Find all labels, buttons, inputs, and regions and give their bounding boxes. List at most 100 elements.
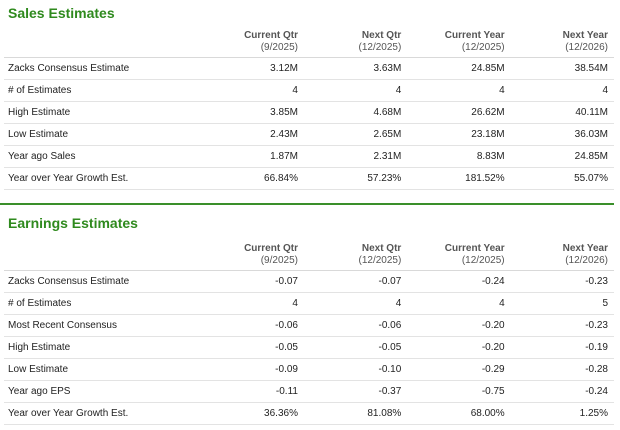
column-header: Next Year (12/2026) xyxy=(510,241,614,271)
table-cell: 38.54M xyxy=(510,57,614,80)
column-header-period: Current Year xyxy=(444,30,505,41)
row-label: Year ago Sales xyxy=(4,145,201,168)
table-cell: -0.29 xyxy=(407,358,511,381)
column-header-period: Next Qtr xyxy=(361,243,402,254)
row-label: # of Estimates xyxy=(4,292,201,315)
column-header-period: Next Qtr xyxy=(361,30,402,41)
row-label: Year over Year Growth Est. xyxy=(4,167,201,190)
table-cell: 55.07% xyxy=(510,167,614,190)
column-header: Current Year (12/2025) xyxy=(407,241,511,271)
table-row: Year over Year Growth Est. 36.36% 81.08% 68… xyxy=(4,402,614,425)
row-label: High Estimate xyxy=(4,336,201,359)
table-cell: 8.83M xyxy=(407,145,511,168)
row-label: Zacks Consensus Estimate xyxy=(4,270,201,293)
table-cell: -0.19 xyxy=(510,336,614,359)
table-row: Low Estimate 2.43M 2.65M 23.18M 36.03M xyxy=(4,123,614,146)
table-cell: -0.06 xyxy=(303,314,408,337)
table-cell: 2.31M xyxy=(303,145,408,168)
column-header: Next Qtr (12/2025) xyxy=(303,28,408,58)
column-header-period: Current Qtr xyxy=(244,243,298,254)
column-header-period: Next Year xyxy=(562,243,608,254)
row-label-header xyxy=(4,28,201,58)
table-cell: 2.65M xyxy=(303,123,408,146)
row-label: Low Estimate xyxy=(4,358,201,381)
table-row: Zacks Consensus Estimate -0.07 -0.07 -0.24-… xyxy=(4,270,614,293)
table-cell: 4 xyxy=(303,79,408,102)
table-row: Zacks Consensus Estimate 3.12M 3.63M 24.85M… xyxy=(4,57,614,80)
table-cell: -0.07 xyxy=(200,270,304,293)
table-cell: -0.09 xyxy=(200,358,304,381)
table-header-row: Current Qtr (9/2025) Next Qtr (12/2025) Cu… xyxy=(4,28,614,58)
table-cell: -0.06 xyxy=(200,314,304,337)
section-divider xyxy=(0,203,614,205)
table-cell: 36.36% xyxy=(200,402,304,425)
column-header: Current Qtr (9/2025) xyxy=(200,241,304,271)
table-row: Most Recent Consensus -0.06 -0.06 -0.20 -0.2… xyxy=(4,314,614,337)
table-cell: -0.24 xyxy=(510,380,614,403)
table-cell: -0.24 xyxy=(407,270,511,293)
table-cell: 4 xyxy=(510,79,614,102)
table-row: Year ago Sales 1.87M 2.31M 8.83M 24.85M xyxy=(4,145,614,168)
table-row: High Estimate 3.85M 4.68M 26.62M 40.11M xyxy=(4,101,614,124)
column-header-date: (12/2025) xyxy=(461,255,505,266)
column-header-date: (9/2025) xyxy=(260,42,298,53)
table-cell: 4 xyxy=(200,292,304,315)
table-cell: 2.43M xyxy=(200,123,304,146)
table-cell: 40.11M xyxy=(510,101,614,124)
table-row: Year over Year Growth Est. 66.84% 57.23% 18… xyxy=(4,167,614,190)
table-cell: 4 xyxy=(407,79,511,102)
table-cell: 1.87M xyxy=(200,145,304,168)
column-header: Current Qtr (9/2025) xyxy=(200,28,304,58)
row-label: High Estimate xyxy=(4,101,201,124)
table-cell: -0.05 xyxy=(200,336,304,359)
column-header-period: Next Year xyxy=(562,30,608,41)
table-cell: 1.25% xyxy=(510,402,614,425)
table-cell: -0.10 xyxy=(303,358,408,381)
table-cell: -0.37 xyxy=(303,380,408,403)
column-header-date: (9/2025) xyxy=(260,255,298,266)
column-header-date: (12/2025) xyxy=(461,42,505,53)
column-header-date: (12/2026) xyxy=(565,42,608,53)
table-row: Year ago EPS -0.11 -0.37 -0.75 -0.24 xyxy=(4,380,614,403)
table-cell: 4 xyxy=(200,79,304,102)
table-row: # of Estimates 4 4 4 4 xyxy=(4,79,614,102)
table-cell: -0.23 xyxy=(510,314,614,337)
column-header: Next Qtr (12/2025) xyxy=(303,241,408,271)
earnings-estimates-table: Current Qtr (9/2025) Next Qtr (12/2025) Cu… xyxy=(4,241,614,425)
table-row: High Estimate -0.05 -0.05 -0.20 -0.19 xyxy=(4,336,614,359)
column-header-date: (12/2026) xyxy=(565,255,608,266)
table-cell: -0.23 xyxy=(510,270,614,293)
table-cell: -0.75 xyxy=(407,380,511,403)
row-label: Low Estimate xyxy=(4,123,201,146)
column-header-date: (12/2025) xyxy=(358,255,402,266)
column-header-period: Current Qtr xyxy=(244,30,298,41)
table-cell: 3.85M xyxy=(200,101,304,124)
table-cell: 5 xyxy=(510,292,614,315)
column-header: Current Year (12/2025) xyxy=(407,28,511,58)
table-cell: 4 xyxy=(407,292,511,315)
table-cell: 23.18M xyxy=(407,123,511,146)
row-label: # of Estimates xyxy=(4,79,201,102)
column-header-date: (12/2025) xyxy=(358,42,402,53)
table-cell: 66.84% xyxy=(200,167,304,190)
table-row: # of Estimates 4 4 4 5 xyxy=(4,292,614,315)
row-label: Zacks Consensus Estimate xyxy=(4,57,201,80)
table-header-row: Current Qtr (9/2025) Next Qtr (12/2025) Cu… xyxy=(4,241,614,271)
table-cell: 24.85M xyxy=(510,145,614,168)
table-cell: 26.62M xyxy=(407,101,511,124)
table-cell: 68.00% xyxy=(407,402,511,425)
table-cell: -0.20 xyxy=(407,314,511,337)
table-cell: 4.68M xyxy=(303,101,408,124)
row-label: Most Recent Consensus xyxy=(4,314,201,337)
table-cell: 36.03M xyxy=(510,123,614,146)
table-cell: 81.08% xyxy=(303,402,408,425)
row-label: Year over Year Growth Est. xyxy=(4,402,201,425)
table-cell: 181.52% xyxy=(407,167,511,190)
table-row: Low Estimate -0.09 -0.10 -0.29 -0.28 xyxy=(4,358,614,381)
table-cell: -0.20 xyxy=(407,336,511,359)
sales-estimates-title: Sales Estimates xyxy=(8,5,115,21)
table-cell: 57.23% xyxy=(303,167,408,190)
row-label: Year ago EPS xyxy=(4,380,201,403)
column-header-period: Current Year xyxy=(444,243,505,254)
table-cell: -0.05 xyxy=(303,336,408,359)
